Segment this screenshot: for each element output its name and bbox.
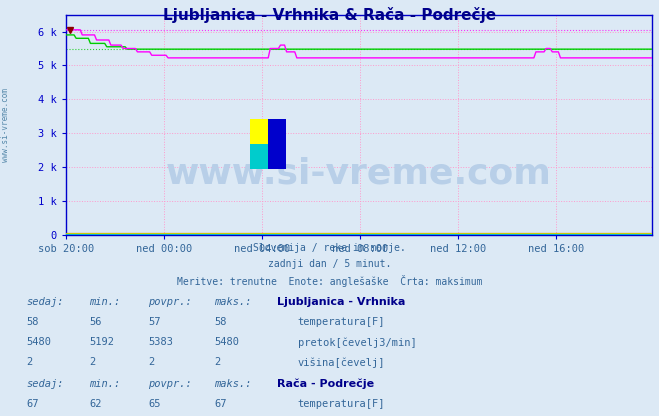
Bar	[250, 144, 268, 168]
Text: Ljubljanica - Vrhnika & Rača - Podrečje: Ljubljanica - Vrhnika & Rača - Podrečje	[163, 7, 496, 23]
Text: www.si-vreme.com: www.si-vreme.com	[166, 156, 552, 190]
Text: 67: 67	[26, 399, 39, 409]
Text: zadnji dan / 5 minut.: zadnji dan / 5 minut.	[268, 259, 391, 269]
Text: 2: 2	[148, 357, 154, 367]
Text: temperatura[F]: temperatura[F]	[298, 317, 386, 327]
Bar	[250, 119, 268, 144]
Text: 5480: 5480	[214, 337, 239, 347]
Text: povpr.:: povpr.:	[148, 297, 192, 307]
Text: 5480: 5480	[26, 337, 51, 347]
Text: min.:: min.:	[89, 297, 120, 307]
Text: 2: 2	[26, 357, 32, 367]
Text: 2: 2	[89, 357, 95, 367]
Text: 62: 62	[89, 399, 101, 409]
Text: maks.:: maks.:	[214, 297, 252, 307]
Bar	[268, 119, 286, 168]
Text: pretok[čevelj3/min]: pretok[čevelj3/min]	[298, 337, 416, 348]
Text: povpr.:: povpr.:	[148, 379, 192, 389]
Text: 58: 58	[214, 317, 227, 327]
Text: temperatura[F]: temperatura[F]	[298, 399, 386, 409]
Text: 2: 2	[214, 357, 220, 367]
Text: sedaj:: sedaj:	[26, 379, 64, 389]
Text: 65: 65	[148, 399, 161, 409]
Text: Ljubljanica - Vrhnika: Ljubljanica - Vrhnika	[277, 297, 405, 307]
Text: www.si-vreme.com: www.si-vreme.com	[1, 88, 10, 162]
Text: Meritve: trenutne  Enote: anglešaške  Črta: maksimum: Meritve: trenutne Enote: anglešaške Črta…	[177, 275, 482, 287]
Text: Rača - Podrečje: Rača - Podrečje	[277, 379, 374, 389]
Text: višina[čevelj]: višina[čevelj]	[298, 357, 386, 368]
Text: maks.:: maks.:	[214, 379, 252, 389]
Text: 5383: 5383	[148, 337, 173, 347]
Text: min.:: min.:	[89, 379, 120, 389]
Text: sedaj:: sedaj:	[26, 297, 64, 307]
Text: 56: 56	[89, 317, 101, 327]
Text: 67: 67	[214, 399, 227, 409]
Text: 57: 57	[148, 317, 161, 327]
Text: 5192: 5192	[89, 337, 114, 347]
Text: Slovenija / reke in morje.: Slovenija / reke in morje.	[253, 243, 406, 253]
Text: 58: 58	[26, 317, 39, 327]
